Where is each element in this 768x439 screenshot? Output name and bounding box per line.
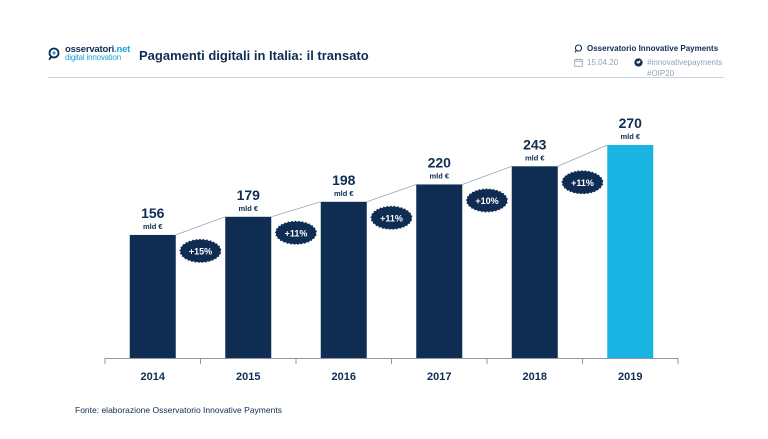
growth-badge xyxy=(178,238,223,264)
logo-tagline: digital innovation xyxy=(65,53,121,62)
page-title: Pagamenti digitali in Italia: il transat… xyxy=(139,48,369,63)
data-label: 198 xyxy=(332,172,356,188)
twitter-icon xyxy=(634,58,643,67)
unit-label: mld € xyxy=(429,171,449,180)
header-divider xyxy=(48,77,724,78)
connector-line xyxy=(271,201,321,218)
logo-icon xyxy=(48,47,60,61)
growth-label: +15% xyxy=(189,246,212,256)
growth-label: +10% xyxy=(475,196,498,206)
date-label: 15.04.20 xyxy=(587,58,619,67)
data-label: 179 xyxy=(237,187,261,203)
x-tick-label: 2017 xyxy=(427,371,451,383)
connector-line xyxy=(462,165,512,185)
connector-line xyxy=(175,216,226,236)
bar-2018 xyxy=(511,166,558,358)
growth-label: +11% xyxy=(285,228,308,238)
calendar-icon xyxy=(574,58,583,67)
growth-badge xyxy=(274,219,318,246)
x-tick-label: 2018 xyxy=(523,371,547,383)
logo-wordmark: osservatori.net xyxy=(65,44,131,55)
bar-2017 xyxy=(416,184,463,358)
observatory-name: Osservatorio Innovative Payments xyxy=(587,44,719,53)
unit-label: mld € xyxy=(620,132,640,141)
bar-2015 xyxy=(225,216,272,358)
growth-badge xyxy=(560,169,605,196)
unit-label: mld € xyxy=(238,204,258,213)
osservatori-logo[interactable]: osservatori.net digital innovation xyxy=(48,44,131,62)
growth-label: +11% xyxy=(380,213,403,223)
connector-line xyxy=(366,184,417,203)
data-label: 270 xyxy=(619,115,643,131)
bar-2019 xyxy=(607,145,654,358)
x-tick-label: 2019 xyxy=(618,371,642,383)
osservatorio-icon xyxy=(574,44,583,53)
bar-2016 xyxy=(320,201,367,358)
x-tick-label: 2014 xyxy=(141,371,166,383)
connector-line xyxy=(557,144,608,167)
data-label: 156 xyxy=(141,205,165,221)
x-tick-label: 2016 xyxy=(332,371,356,383)
header: osservatori.net digital innovation Pagam… xyxy=(0,0,768,82)
unit-label: mld € xyxy=(334,189,354,198)
data-label: 220 xyxy=(428,154,452,170)
growth-label: +11% xyxy=(571,178,594,188)
growth-badge xyxy=(369,205,414,231)
hashtag-oip20[interactable]: #OIP20 xyxy=(647,69,675,78)
growth-badge xyxy=(465,187,509,214)
source-note: Fonte: elaborazione Osservatorio Innovat… xyxy=(75,405,282,415)
hashtag-innovativepayments[interactable]: #innovativepayments xyxy=(647,58,723,67)
data-label: 243 xyxy=(523,136,547,152)
unit-label: mld € xyxy=(143,222,163,231)
unit-label: mld € xyxy=(525,153,545,162)
header-meta: Osservatorio Innovative Payments 15.04.2… xyxy=(574,43,722,79)
bar-2014 xyxy=(129,234,176,358)
x-tick-label: 2015 xyxy=(236,371,260,383)
